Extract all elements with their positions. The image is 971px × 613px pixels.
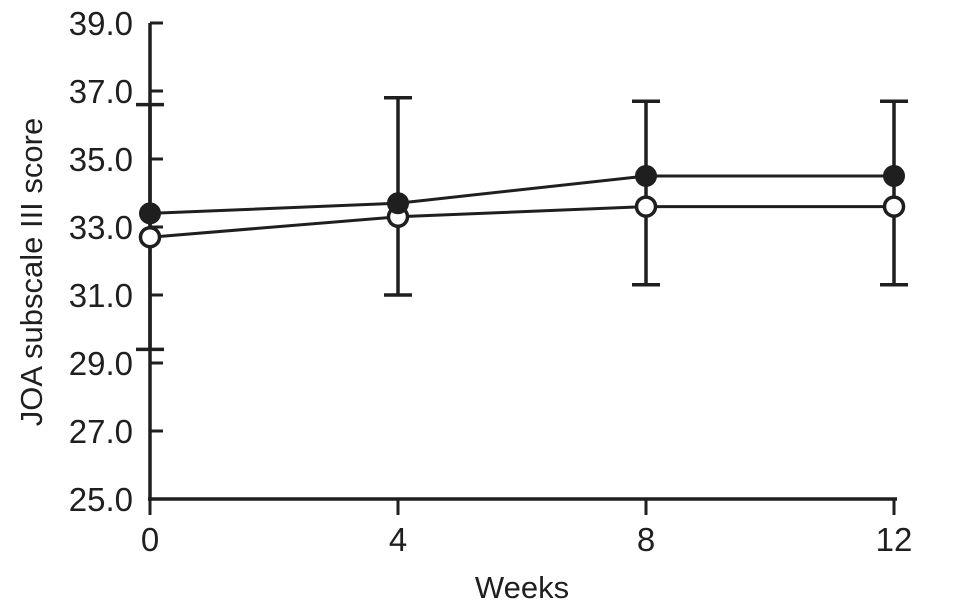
error-bar bbox=[632, 99, 660, 287]
series-line-filled-circle bbox=[149, 174, 894, 215]
filled-circle-marker bbox=[139, 202, 161, 225]
open-circle-marker bbox=[882, 195, 906, 218]
filled-circle-marker bbox=[387, 192, 409, 215]
y-tick-label: 31.0 bbox=[69, 277, 133, 314]
series-line-open-circle bbox=[149, 205, 894, 239]
filled-circle-marker bbox=[883, 165, 905, 187]
y-tick-label: 29.0 bbox=[69, 345, 133, 382]
y-tick-label: 25.0 bbox=[69, 481, 133, 518]
x-tick-label: 8 bbox=[637, 521, 655, 558]
x-tick-label: 0 bbox=[141, 521, 159, 558]
open-circle-marker bbox=[634, 195, 658, 218]
plot-area: 25.0 27.0 29.0 31.0 33.0 35.0 37.0 39.0 0 4 8 12 bbox=[69, 5, 913, 558]
x-axis-title: Weeks bbox=[475, 570, 569, 605]
y-tick-label: 35.0 bbox=[69, 141, 133, 178]
y-axis-title: JOA subscale III score bbox=[14, 118, 49, 426]
filled-circle-marker bbox=[635, 165, 657, 187]
axes bbox=[148, 21, 897, 515]
x-tick-label: 4 bbox=[389, 521, 407, 558]
x-tick-label: 12 bbox=[876, 521, 913, 558]
error-bar bbox=[880, 99, 908, 287]
y-tick-label: 33.0 bbox=[69, 209, 133, 246]
open-circle-marker bbox=[138, 225, 162, 249]
y-tick-label: 37.0 bbox=[69, 73, 133, 110]
y-tick-label: 27.0 bbox=[69, 413, 133, 450]
y-tick-label: 39.0 bbox=[69, 5, 133, 42]
